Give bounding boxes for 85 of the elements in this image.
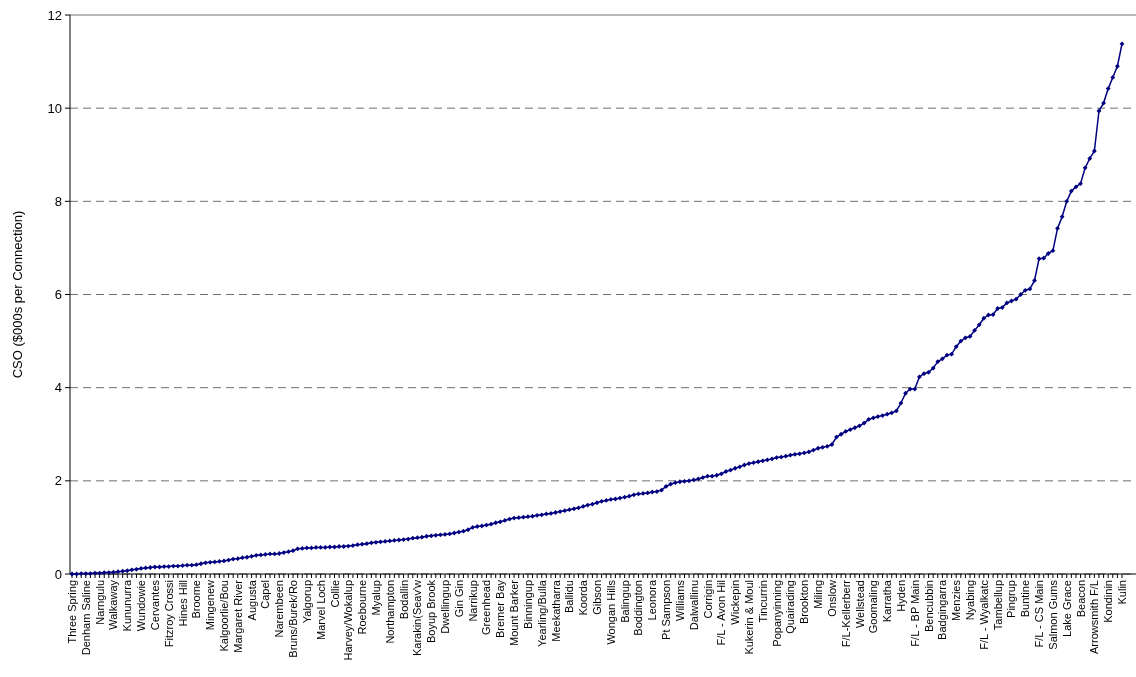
x-tick-label: Denham Saline [79,580,92,656]
x-tick-label: Wongan Hills [604,579,617,645]
x-tick-label: Meekatharra [549,579,562,642]
x-tick-label: Roebourne [356,580,369,635]
x-tick-label: Wickepin [729,580,742,625]
x-tick-label: Boyup Brook [425,579,438,643]
x-tick-label: Tincurrin [756,580,769,623]
x-tick-label: Kulin [1116,580,1128,605]
x-tick-label: Yearling/Bulla [535,579,548,647]
x-tick-label: Capel [259,580,272,609]
x-tick-label: Leonora [646,579,659,621]
x-tick-label: Broome [190,580,203,619]
x-tick-label: Salmon Gums [1046,579,1059,650]
x-tick-label: Kununurra [121,579,134,632]
x-tick-label: Binningup [521,580,534,629]
x-tick-label: Collie [328,580,341,608]
x-tick-label: Narrikup [466,580,479,622]
x-tick-label: Nyabing [964,580,977,621]
y-tick-label: 4 [54,380,62,396]
x-tick-label: Boddington [632,580,645,636]
x-tick-label: Ballidu [563,580,576,614]
x-tick-label: Hines Hill [176,580,189,627]
x-tick-label: Balingup [618,580,631,623]
x-tick-label: Arrowsmith F/L [1088,580,1101,654]
x-tick-label: Three Spring [66,580,78,644]
x-tick-label: Quairading [784,580,797,634]
x-tick-label: Gin Gin [452,580,465,618]
x-tick-label: Williams [673,579,686,621]
x-tick-label: Badgingarra [936,579,949,640]
y-tick-label: 2 [54,473,62,489]
x-tick-label: Koorda [577,579,590,616]
x-tick-label: F/L - BP Main [908,580,921,647]
x-tick-label: Brookton [798,580,811,625]
x-tick-label: Karratha [881,579,894,623]
x-tick-label: Pingrup [1005,580,1018,618]
x-tick-label: Augusta [245,579,258,621]
x-tick-label: Northampton [383,580,396,644]
x-tick-label: Kukerin & Moul [742,580,755,655]
x-tick-label: Tambellup [991,580,1004,631]
x-tick-label: Gibson [591,580,603,615]
y-tick-label: 0 [54,566,62,582]
x-tick-label: Walkaway [107,579,120,630]
y-tick-label: 8 [54,193,62,209]
x-tick-label: Greenhead [480,580,493,636]
x-tick-label: Lake Grace [1060,580,1073,637]
x-tick-label: Dalwallinu [687,580,700,631]
x-tick-label: Kalgoorlie/Bou [217,580,230,652]
x-tick-label: Goomaling [867,580,880,634]
x-tick-label: Myalup [369,580,382,616]
x-tick-label: Karakin(Seav'w [411,579,424,657]
x-tick-label: F/L-Kellerberr [839,579,852,648]
x-tick-label: Fitzroy Crossi [162,580,175,648]
x-tick-label: Narembeen [273,580,286,638]
x-tick-label: Mingenew [204,579,217,631]
y-tick-label: 6 [54,287,62,303]
x-tick-label: Harvey/Wokalup [342,580,355,661]
x-tick-label: Mount Barker [508,579,521,647]
x-tick-label: Pt Sampson [660,580,673,640]
x-tick-label: Bremer Bay [494,579,507,639]
y-axis-title: CSO ($000s per Connection) [10,210,25,379]
x-tick-label: Bodallin [397,580,410,620]
x-tick-label: Beacon [1074,580,1087,618]
x-tick-label: F/L - Wyalkatc [977,579,990,650]
x-tick-label: Hyden [894,580,907,612]
x-tick-label: Narngulu [93,580,106,625]
x-tick-label: Yalgorup [300,580,313,624]
x-tick-label: Menzies [950,579,963,621]
x-tick-label: Margaret River [231,579,244,653]
x-tick-label: F/L - CS Main [1033,580,1046,648]
x-tick-label: Bencubbin [922,580,935,632]
x-tick-label: Bruns/Burek/Ro [287,580,300,658]
x-tick-label: Wundowie [135,580,148,632]
x-tick-label: Onslow [825,579,838,617]
x-tick-label: Wellstead [853,580,866,629]
x-tick-label: Popanyinning [770,580,783,647]
x-tick-label: F/L - Avon Hil [715,580,728,646]
x-tick-label: Kondinin [1102,580,1115,623]
x-tick-label: Marvel Loch [314,580,327,640]
x-tick-label: Miling [812,580,825,609]
y-tick-label: 12 [47,7,62,23]
y-tick-label: 10 [47,100,62,116]
x-tick-label: Buntine [1019,580,1032,618]
x-tick-label: Dwellingup [439,580,452,634]
x-tick-label: Cervantes [148,579,161,631]
x-tick-label: Corrigin [701,580,714,619]
